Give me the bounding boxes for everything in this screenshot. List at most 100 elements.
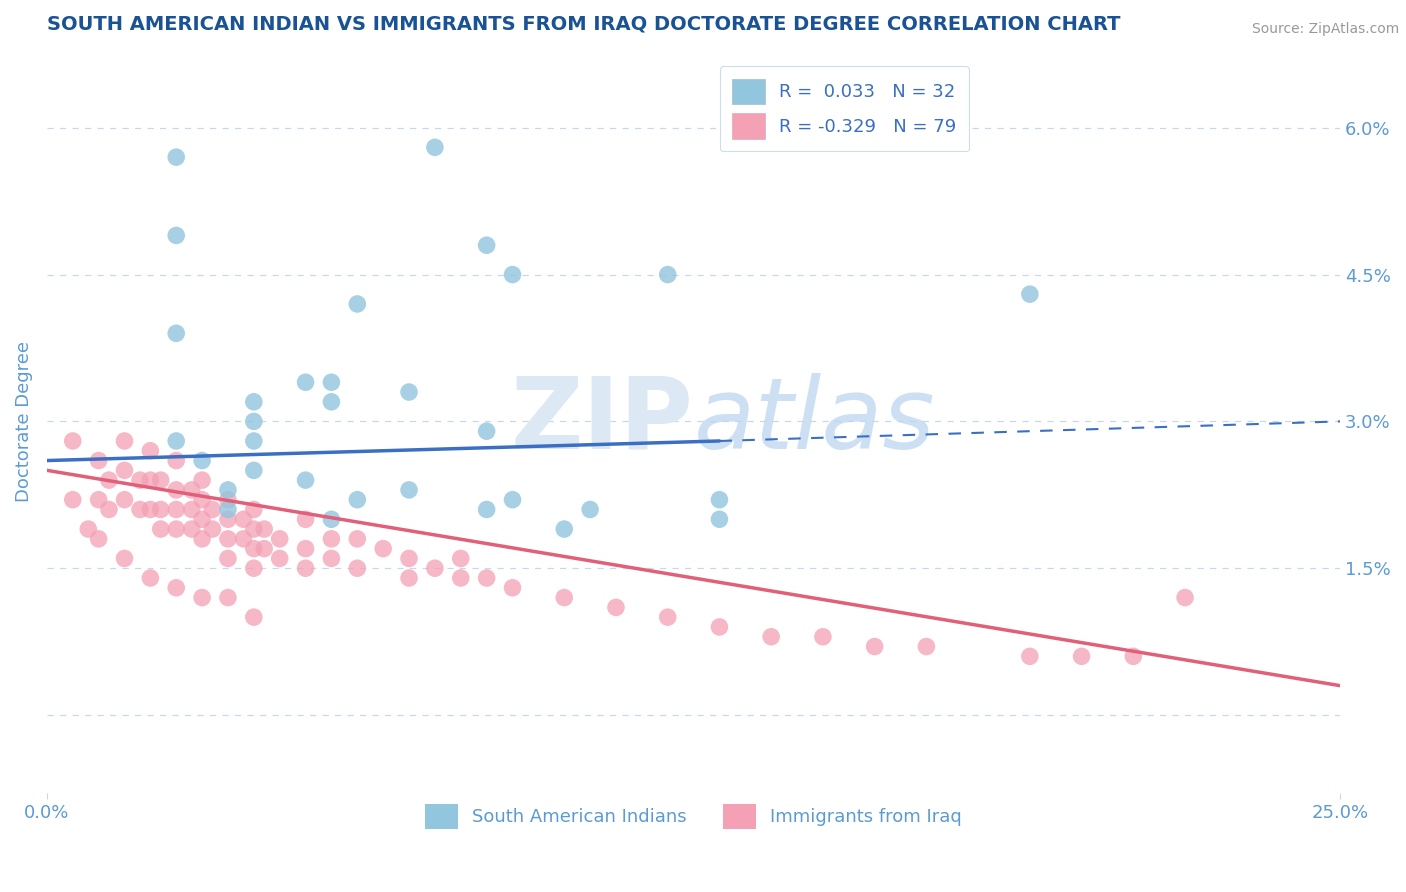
Point <box>243 394 266 409</box>
Point <box>398 571 420 585</box>
Point <box>191 453 214 467</box>
Point <box>165 453 187 467</box>
Point <box>114 463 136 477</box>
Point <box>450 551 472 566</box>
Point <box>294 541 316 556</box>
Point <box>346 297 368 311</box>
Point <box>1018 287 1040 301</box>
Point <box>243 541 266 556</box>
Point <box>180 483 202 497</box>
Point <box>253 541 276 556</box>
Point <box>243 502 266 516</box>
Point <box>77 522 100 536</box>
Point <box>475 424 498 438</box>
Point <box>346 492 368 507</box>
Point <box>98 473 121 487</box>
Point <box>165 483 187 497</box>
Text: ZIP: ZIP <box>510 373 693 470</box>
Point <box>243 561 266 575</box>
Point <box>129 502 152 516</box>
Text: atlas: atlas <box>693 373 935 470</box>
Point <box>423 140 446 154</box>
Text: SOUTH AMERICAN INDIAN VS IMMIGRANTS FROM IRAQ DOCTORATE DEGREE CORRELATION CHART: SOUTH AMERICAN INDIAN VS IMMIGRANTS FROM… <box>46 15 1121 34</box>
Point <box>294 376 316 390</box>
Point <box>87 453 110 467</box>
Point <box>191 591 214 605</box>
Point <box>217 492 239 507</box>
Point <box>450 571 472 585</box>
Point <box>269 532 291 546</box>
Point <box>217 551 239 566</box>
Y-axis label: Doctorate Degree: Doctorate Degree <box>15 341 32 502</box>
Point <box>398 384 420 399</box>
Point <box>217 502 239 516</box>
Point <box>759 630 782 644</box>
Point <box>423 561 446 575</box>
Point <box>346 532 368 546</box>
Point <box>114 551 136 566</box>
Point <box>149 473 172 487</box>
Point <box>321 394 343 409</box>
Point <box>863 640 886 654</box>
Point <box>321 512 343 526</box>
Point <box>502 581 524 595</box>
Point <box>1174 591 1197 605</box>
Point <box>294 473 316 487</box>
Point <box>605 600 627 615</box>
Point <box>253 522 276 536</box>
Point <box>232 512 254 526</box>
Point <box>475 571 498 585</box>
Point <box>232 532 254 546</box>
Point <box>709 512 731 526</box>
Point <box>475 502 498 516</box>
Point <box>243 463 266 477</box>
Point <box>191 532 214 546</box>
Point <box>321 551 343 566</box>
Point <box>139 443 162 458</box>
Point <box>294 512 316 526</box>
Point <box>502 268 524 282</box>
Point <box>217 591 239 605</box>
Point <box>217 532 239 546</box>
Point <box>243 414 266 428</box>
Point <box>87 532 110 546</box>
Point <box>62 434 84 448</box>
Point <box>579 502 602 516</box>
Point <box>321 376 343 390</box>
Point <box>398 483 420 497</box>
Point <box>165 434 187 448</box>
Point <box>553 591 575 605</box>
Point <box>165 581 187 595</box>
Point <box>398 551 420 566</box>
Point <box>98 502 121 516</box>
Point <box>217 512 239 526</box>
Point <box>657 268 679 282</box>
Point <box>139 571 162 585</box>
Point <box>201 502 224 516</box>
Point <box>165 150 187 164</box>
Point <box>129 473 152 487</box>
Point <box>165 502 187 516</box>
Point <box>243 610 266 624</box>
Point <box>217 483 239 497</box>
Point <box>243 522 266 536</box>
Point <box>165 326 187 341</box>
Point <box>321 532 343 546</box>
Point <box>502 492 524 507</box>
Point <box>139 473 162 487</box>
Point <box>915 640 938 654</box>
Point <box>243 434 266 448</box>
Point <box>657 610 679 624</box>
Text: Source: ZipAtlas.com: Source: ZipAtlas.com <box>1251 22 1399 37</box>
Point <box>811 630 834 644</box>
Point <box>1070 649 1092 664</box>
Point <box>1122 649 1144 664</box>
Point <box>191 473 214 487</box>
Point <box>709 492 731 507</box>
Point <box>165 522 187 536</box>
Point <box>201 522 224 536</box>
Point <box>114 492 136 507</box>
Point <box>373 541 395 556</box>
Point <box>191 492 214 507</box>
Point <box>62 492 84 507</box>
